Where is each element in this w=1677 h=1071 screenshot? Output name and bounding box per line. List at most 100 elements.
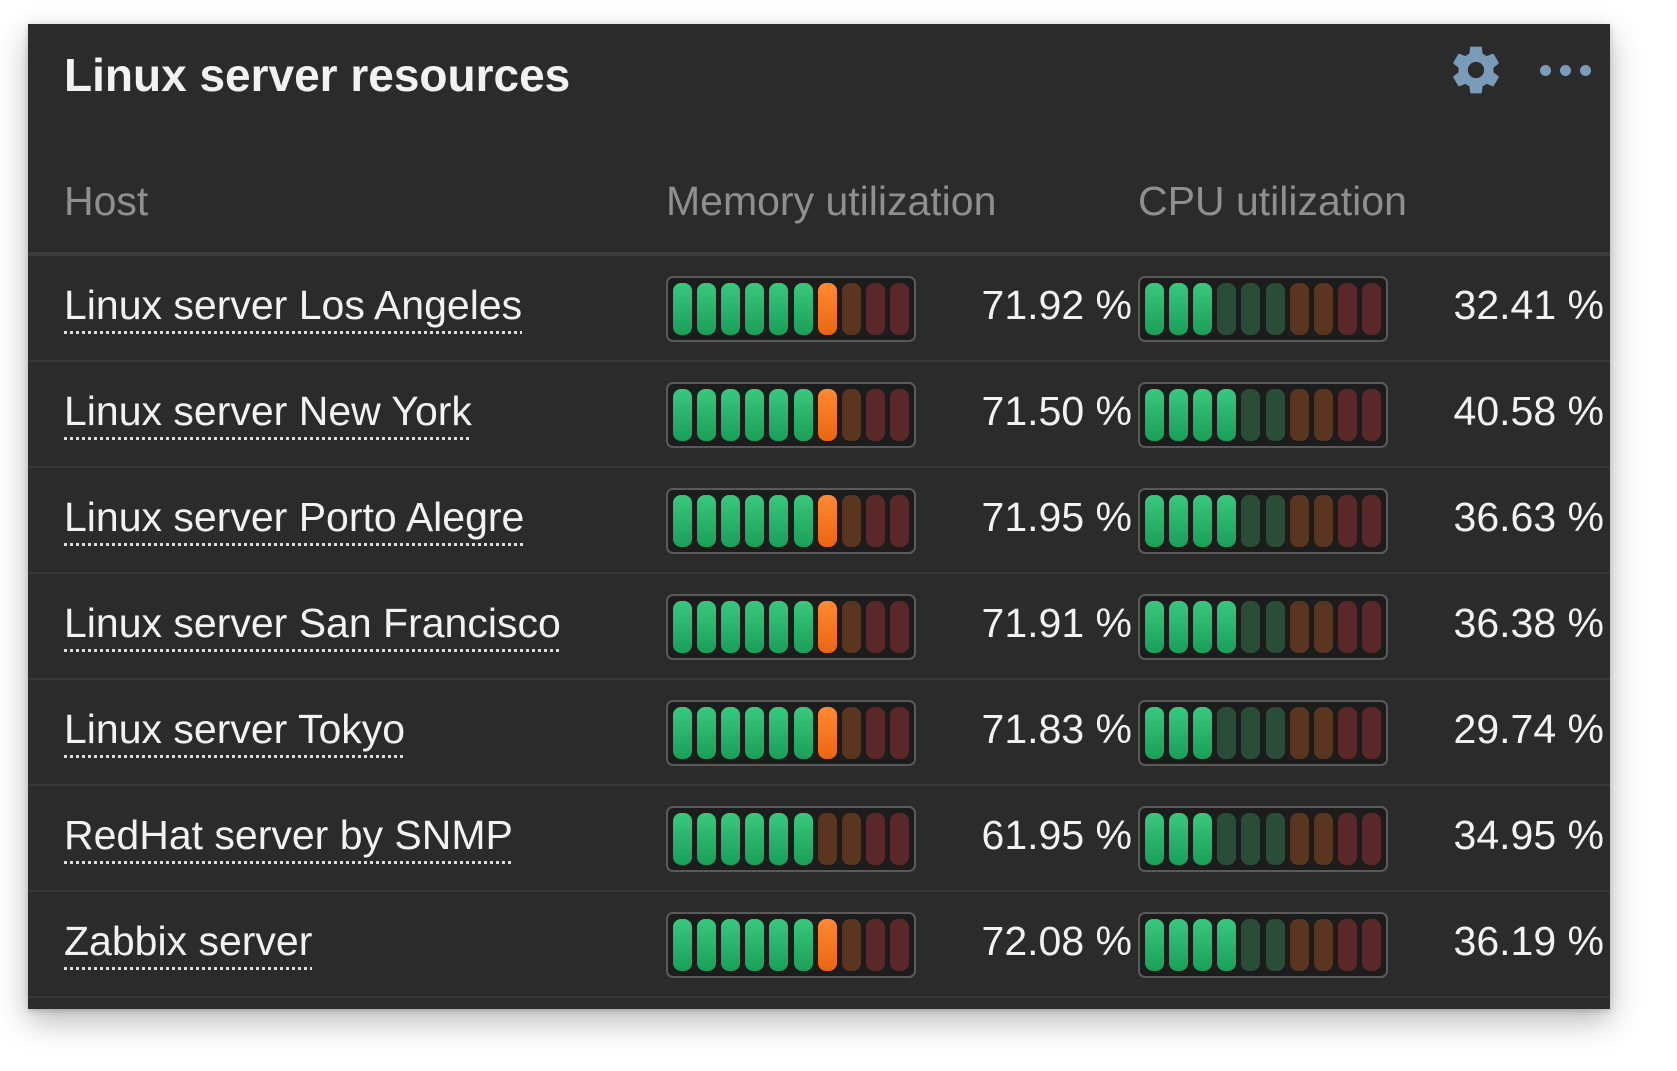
- gauge-segment: [1337, 601, 1357, 653]
- gauge-segment: [721, 813, 741, 865]
- gauge-segment: [1313, 601, 1333, 653]
- gauge-segment: [1265, 495, 1285, 547]
- cpu-gauge: [1138, 700, 1388, 766]
- gauge-segment: [817, 283, 837, 335]
- cpu-value: 40.58 %: [1453, 388, 1604, 434]
- gauge-segment: [673, 813, 692, 865]
- gauge-segment: [1265, 283, 1285, 335]
- gauge-segment: [1241, 707, 1261, 759]
- gauge-segment: [1265, 707, 1285, 759]
- host-link[interactable]: Linux server San Francisco: [64, 600, 561, 646]
- memory-value: 71.95 %: [981, 494, 1132, 540]
- gauge-segment: [793, 813, 813, 865]
- gauge-segment: [793, 389, 813, 441]
- host-link[interactable]: Zabbix server: [64, 918, 313, 964]
- gauge-segment: [1361, 707, 1381, 759]
- gauge-segment: [673, 283, 692, 335]
- gauge-segment: [769, 601, 789, 653]
- gauge-segment: [769, 283, 789, 335]
- memory-gauge: [666, 382, 916, 448]
- cpu-value: 29.74 %: [1453, 706, 1604, 752]
- gauge-segment: [1289, 813, 1309, 865]
- gauge-segment: [769, 813, 789, 865]
- gauge-segment: [1241, 813, 1261, 865]
- gauge-segment: [817, 707, 837, 759]
- gauge-segment: [865, 389, 885, 441]
- gauge-segment: [1193, 495, 1213, 547]
- host-link[interactable]: Linux server Tokyo: [64, 706, 406, 752]
- gauge-segment: [865, 813, 885, 865]
- memory-gauge: [666, 912, 916, 978]
- gauge-segment: [697, 707, 717, 759]
- host-link[interactable]: Linux server Los Angeles: [64, 282, 523, 328]
- gauge-segment: [1313, 707, 1333, 759]
- gauge-segment: [1265, 601, 1285, 653]
- gauge-segment: [1313, 389, 1333, 441]
- gauge-segment: [1313, 495, 1333, 547]
- gauge-segment: [889, 283, 909, 335]
- host-link[interactable]: Linux server Porto Alegre: [64, 494, 525, 540]
- gauge-segment: [889, 601, 909, 653]
- table-row: Linux server Porto Alegre 71.95 % 36.63 %: [28, 468, 1610, 574]
- gauge-segment: [1241, 919, 1261, 971]
- gauge-segment: [889, 813, 909, 865]
- gauge-segment: [1193, 283, 1213, 335]
- gauge-segment: [1337, 919, 1357, 971]
- gauge-segment: [865, 601, 885, 653]
- gauge-segment: [1361, 283, 1381, 335]
- cpu-gauge: [1138, 488, 1388, 554]
- gauge-segment: [889, 707, 909, 759]
- gauge-segment: [817, 813, 837, 865]
- gauge-segment: [1145, 601, 1164, 653]
- gauge-segment: [1289, 389, 1309, 441]
- gauge-segment: [769, 495, 789, 547]
- gauge-segment: [745, 707, 765, 759]
- memory-gauge: [666, 276, 916, 342]
- more-horizontal-icon[interactable]: [1536, 48, 1596, 92]
- table-row: Linux server San Francisco 71.91 % 36.38 %: [28, 574, 1610, 680]
- host-link[interactable]: Linux server New York: [64, 388, 472, 434]
- gauge-segment: [793, 919, 813, 971]
- column-header-cpu: CPU utilization: [1138, 178, 1407, 224]
- cpu-value: 36.63 %: [1453, 494, 1604, 540]
- gauge-segment: [841, 283, 861, 335]
- gauge-segment: [1169, 707, 1189, 759]
- gear-icon[interactable]: [1448, 42, 1504, 98]
- gauge-segment: [721, 707, 741, 759]
- table-header: Host Memory utilization CPU utilization: [28, 154, 1610, 256]
- table-row: RedHat server by SNMP 61.95 % 34.95 %: [28, 786, 1610, 892]
- gauge-segment: [1169, 919, 1189, 971]
- gauge-segment: [1193, 389, 1213, 441]
- memory-gauge: [666, 594, 916, 660]
- widget-title: Linux server resources: [64, 49, 571, 101]
- gauge-segment: [865, 283, 885, 335]
- host-link[interactable]: RedHat server by SNMP: [64, 812, 513, 858]
- gauge-segment: [793, 283, 813, 335]
- gauge-segment: [793, 707, 813, 759]
- cpu-value: 32.41 %: [1453, 282, 1604, 328]
- gauge-segment: [1265, 919, 1285, 971]
- cpu-gauge: [1138, 276, 1388, 342]
- gauge-segment: [673, 601, 692, 653]
- gauge-segment: [1241, 601, 1261, 653]
- gauge-segment: [1265, 389, 1285, 441]
- gauge-segment: [721, 283, 741, 335]
- gauge-segment: [865, 707, 885, 759]
- memory-gauge: [666, 488, 916, 554]
- gauge-segment: [817, 601, 837, 653]
- gauge-segment: [769, 707, 789, 759]
- gauge-segment: [1193, 813, 1213, 865]
- gauge-segment: [1313, 813, 1333, 865]
- gauge-segment: [1337, 813, 1357, 865]
- gauge-segment: [841, 919, 861, 971]
- gauge-segment: [697, 389, 717, 441]
- gauge-segment: [697, 601, 717, 653]
- gauge-segment: [1217, 601, 1237, 653]
- table-row: Linux server New York 71.50 % 40.58 %: [28, 362, 1610, 468]
- gauge-segment: [1217, 495, 1237, 547]
- gauge-segment: [1145, 919, 1164, 971]
- cpu-value: 34.95 %: [1453, 812, 1604, 858]
- gauge-segment: [1313, 919, 1333, 971]
- widget: Linux server resources Host Memory utili…: [28, 24, 1610, 1009]
- gauge-segment: [673, 495, 692, 547]
